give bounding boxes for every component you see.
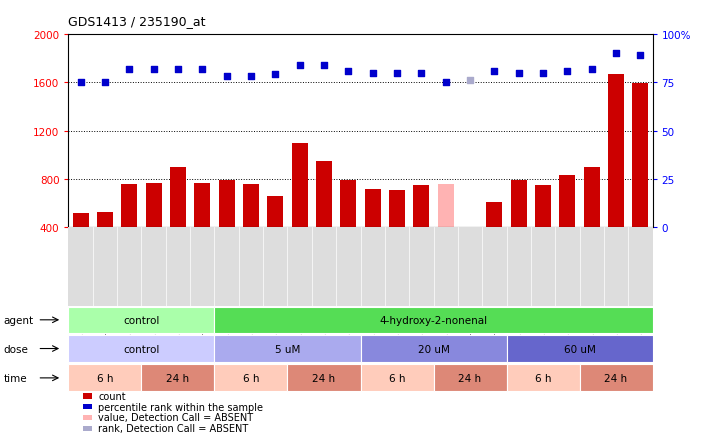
Point: [148, 66, 159, 73]
Bar: [170, 168, 186, 276]
Bar: [413, 186, 429, 276]
Text: 6 h: 6 h: [243, 373, 260, 383]
Bar: [487, 203, 503, 276]
Point: [99, 79, 111, 86]
Bar: [632, 84, 648, 276]
Text: 6 h: 6 h: [389, 373, 405, 383]
Point: [586, 66, 598, 73]
Bar: [438, 184, 454, 276]
Text: GDS1413 / 235190_at: GDS1413 / 235190_at: [68, 15, 206, 28]
Bar: [340, 181, 356, 276]
Bar: [288, 365, 360, 391]
Bar: [215, 335, 360, 362]
Text: 6 h: 6 h: [97, 373, 113, 383]
Point: [464, 78, 476, 85]
Text: value, Detection Call = ABSENT: value, Detection Call = ABSENT: [98, 413, 253, 422]
Point: [197, 66, 208, 73]
Text: control: control: [123, 315, 159, 325]
Text: dose: dose: [4, 344, 29, 354]
Point: [513, 70, 524, 77]
Point: [342, 68, 354, 75]
Text: time: time: [4, 373, 27, 383]
Bar: [360, 335, 506, 362]
Text: 5 uM: 5 uM: [275, 344, 300, 354]
Point: [367, 70, 379, 77]
Point: [415, 70, 427, 77]
Bar: [292, 143, 308, 276]
Bar: [535, 186, 551, 276]
Text: 24 h: 24 h: [604, 373, 627, 383]
Bar: [559, 176, 575, 276]
Bar: [584, 168, 600, 276]
Bar: [316, 161, 332, 276]
Bar: [360, 365, 433, 391]
Text: 24 h: 24 h: [167, 373, 190, 383]
Point: [440, 79, 451, 86]
Bar: [506, 335, 653, 362]
Bar: [243, 184, 259, 276]
Bar: [580, 365, 653, 391]
Bar: [97, 212, 113, 276]
Point: [318, 62, 329, 69]
Bar: [141, 365, 215, 391]
Point: [75, 79, 87, 86]
Point: [245, 74, 257, 81]
Point: [294, 62, 306, 69]
Text: 24 h: 24 h: [312, 373, 335, 383]
Bar: [462, 229, 478, 276]
Point: [634, 53, 646, 59]
Bar: [215, 307, 653, 333]
Point: [221, 74, 232, 81]
Bar: [68, 365, 141, 391]
Text: 20 uM: 20 uM: [417, 344, 449, 354]
Bar: [68, 335, 215, 362]
Point: [610, 50, 622, 57]
Point: [392, 70, 403, 77]
Text: 6 h: 6 h: [535, 373, 552, 383]
Bar: [73, 214, 89, 276]
Bar: [218, 181, 234, 276]
Bar: [389, 191, 405, 276]
Point: [562, 68, 573, 75]
Bar: [608, 75, 624, 276]
Bar: [68, 307, 215, 333]
Bar: [121, 184, 137, 276]
Text: 4-hydroxy-2-nonenal: 4-hydroxy-2-nonenal: [379, 315, 487, 325]
Bar: [215, 365, 288, 391]
Text: 24 h: 24 h: [459, 373, 482, 383]
Point: [270, 72, 281, 79]
Bar: [146, 183, 162, 276]
Text: rank, Detection Call = ABSENT: rank, Detection Call = ABSENT: [98, 424, 248, 433]
Bar: [195, 183, 211, 276]
Text: control: control: [123, 344, 159, 354]
Text: count: count: [98, 391, 125, 401]
Point: [537, 70, 549, 77]
Bar: [365, 189, 381, 276]
Point: [172, 66, 184, 73]
Text: percentile rank within the sample: percentile rank within the sample: [98, 402, 263, 411]
Point: [123, 66, 135, 73]
Bar: [433, 365, 506, 391]
Bar: [506, 365, 580, 391]
Text: agent: agent: [4, 315, 34, 325]
Point: [489, 68, 500, 75]
Text: 60 uM: 60 uM: [564, 344, 596, 354]
Bar: [267, 197, 283, 276]
Bar: [510, 181, 526, 276]
